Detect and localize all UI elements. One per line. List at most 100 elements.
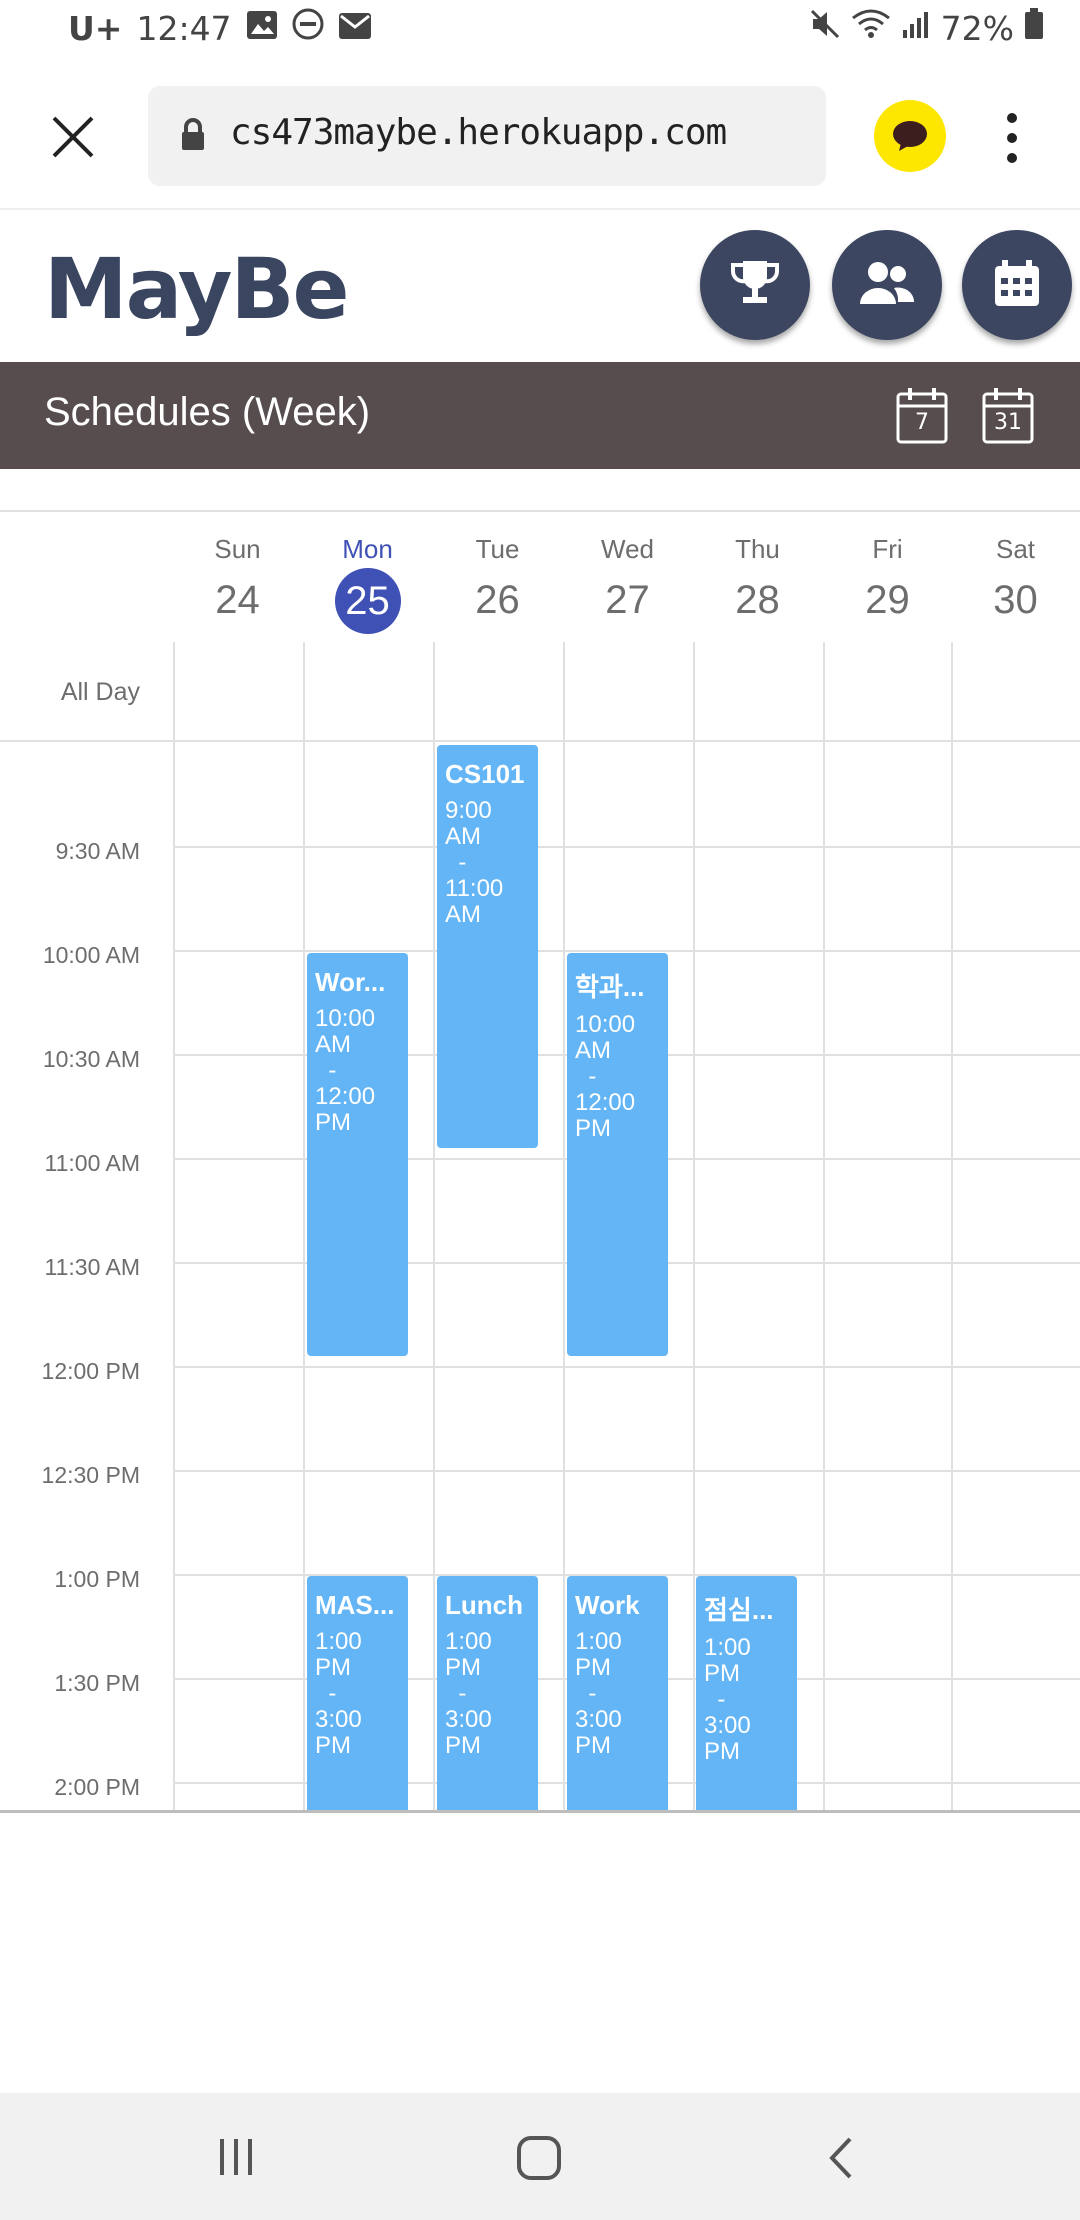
wifi-icon xyxy=(851,8,891,48)
image-icon xyxy=(246,9,278,48)
back-icon[interactable] xyxy=(826,2135,856,2185)
event-card[interactable]: Lunch 1:00 PM -3:00 PM xyxy=(437,1576,538,1810)
calendar-icon xyxy=(992,258,1042,312)
event-title: 학과... xyxy=(575,972,645,1002)
event-end: 12:00 xyxy=(575,1089,636,1116)
calendar-button[interactable] xyxy=(962,230,1072,340)
event-start-ampm: PM xyxy=(315,1654,351,1681)
event-end-ampm: PM xyxy=(315,1109,351,1136)
event-card[interactable]: 점심... 1:00 PM -3:00 PM xyxy=(696,1576,797,1810)
day-name: Fri xyxy=(872,534,903,564)
time-label: 1:30 PM xyxy=(54,1670,140,1696)
event-start-ampm: PM xyxy=(704,1660,740,1687)
page-title: Schedules (Week) xyxy=(44,390,371,434)
event-end-ampm: PM xyxy=(575,1115,611,1142)
event-end: 3:00 xyxy=(445,1706,492,1733)
week-view-icon-label: 7 xyxy=(915,410,929,435)
time-label: 12:30 PM xyxy=(41,1462,140,1488)
event-card[interactable]: Work 1:00 PM -3:00 PM xyxy=(567,1576,668,1810)
time-label: 11:30 AM xyxy=(44,1254,140,1280)
event-card[interactable]: CS101 9:00 AM -11:00 AM xyxy=(437,745,538,1148)
day-number[interactable]: 29 xyxy=(865,578,910,622)
time-label: 12:00 PM xyxy=(41,1358,140,1384)
event-end-ampm: PM xyxy=(575,1732,611,1759)
day-name: Thu xyxy=(735,534,780,564)
day-name: Sun xyxy=(214,534,261,564)
event-title: CS101 xyxy=(445,759,525,789)
event-title: Work xyxy=(575,1590,640,1620)
battery-percent: 72% xyxy=(940,8,1014,48)
day-number[interactable]: 30 xyxy=(993,578,1038,622)
day-number[interactable]: 26 xyxy=(475,578,520,622)
friends-button[interactable] xyxy=(832,230,942,340)
day-name: Sat xyxy=(995,534,1036,564)
event-card[interactable]: 학과... 10:00 AM -12:00 PM xyxy=(567,953,668,1356)
users-icon xyxy=(858,258,916,312)
app-header: MayBe xyxy=(0,210,1080,360)
recent-apps-icon[interactable] xyxy=(216,2137,256,2181)
time-label: 10:00 AM xyxy=(42,942,140,968)
day-name: Tue xyxy=(475,534,520,564)
schedule-header-bar: Schedules (Week) 7 31 xyxy=(0,362,1080,469)
event-end-ampm: AM xyxy=(445,901,481,928)
chat-icon[interactable] xyxy=(874,100,946,172)
month-view-icon-label: 31 xyxy=(994,410,1022,435)
battery-icon xyxy=(1024,8,1044,48)
time-label: 10:30 AM xyxy=(42,1046,140,1072)
clock: 12:47 xyxy=(136,8,232,48)
system-nav-bar xyxy=(0,2093,1080,2220)
event-start-ampm: PM xyxy=(575,1654,611,1681)
browser-toolbar: cs473maybe.herokuapp.com xyxy=(0,66,1080,210)
time-label: 9:30 AM xyxy=(55,838,140,864)
event-end: 12:00 xyxy=(315,1083,376,1110)
trophy-icon xyxy=(727,255,783,315)
event-start-ampm: AM xyxy=(575,1037,611,1064)
event-title: Lunch xyxy=(445,1590,523,1620)
day-name: Mon xyxy=(342,534,393,564)
event-start: 1:00 xyxy=(575,1628,622,1655)
time-label: 2:00 PM xyxy=(54,1774,140,1800)
today-badge: 25 xyxy=(334,568,401,634)
carrier-label: U+ xyxy=(68,8,123,48)
day-number[interactable]: 27 xyxy=(605,578,650,622)
day-name: Wed xyxy=(601,534,654,564)
event-title: MAS... xyxy=(315,1590,395,1620)
week-view-button[interactable]: 7 xyxy=(896,386,948,446)
day-number-today[interactable]: 25 xyxy=(303,568,432,634)
event-start-ampm: PM xyxy=(445,1654,481,1681)
signal-icon xyxy=(901,9,931,48)
event-title: Wor... xyxy=(315,967,386,997)
mute-icon xyxy=(809,8,841,48)
event-end: 3:00 xyxy=(575,1706,622,1733)
event-end: 3:00 xyxy=(704,1712,751,1739)
event-start: 1:00 xyxy=(704,1634,751,1661)
event-start-ampm: AM xyxy=(315,1031,351,1058)
do-not-disturb-icon xyxy=(292,8,324,48)
month-view-button[interactable]: 31 xyxy=(982,386,1034,446)
time-label: 11:00 AM xyxy=(44,1150,140,1176)
event-end-ampm: PM xyxy=(445,1732,481,1759)
address-bar[interactable]: cs473maybe.herokuapp.com xyxy=(148,86,826,186)
lock-icon xyxy=(180,118,206,156)
status-bar: U+ 12:47 72% xyxy=(0,0,1080,66)
event-end: 11:00 xyxy=(445,875,504,902)
app-logo[interactable]: MayBe xyxy=(44,240,349,338)
event-card[interactable]: MAS... 1:00 PM -3:00 PM xyxy=(307,1576,408,1810)
more-options-icon[interactable] xyxy=(1000,110,1024,166)
event-end-ampm: PM xyxy=(704,1738,740,1765)
event-start-ampm: AM xyxy=(445,823,481,850)
day-number[interactable]: 28 xyxy=(735,578,780,622)
day-number[interactable]: 24 xyxy=(215,578,260,622)
event-start: 10:00 xyxy=(315,1005,376,1032)
event-title: 점심... xyxy=(704,1595,774,1625)
leaderboard-button[interactable] xyxy=(700,230,810,340)
event-card[interactable]: Wor... 10:00 AM -12:00 PM xyxy=(307,953,408,1356)
mail-icon xyxy=(338,9,372,48)
event-end-ampm: PM xyxy=(315,1732,351,1759)
all-day-label: All Day xyxy=(60,678,140,706)
close-icon[interactable] xyxy=(50,114,96,160)
event-end: 3:00 xyxy=(315,1706,362,1733)
url-text: cs473maybe.herokuapp.com xyxy=(230,112,727,153)
home-icon[interactable] xyxy=(516,2135,562,2185)
time-label: 1:00 PM xyxy=(54,1566,140,1592)
